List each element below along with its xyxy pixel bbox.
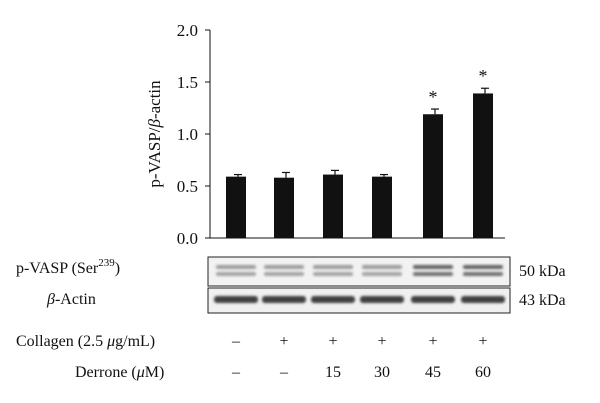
treatment-conditions: Collagen (2.5 μg/mL) – + + + + + Derrone (μM)… [16,333,491,381]
blot-band [461,296,505,303]
collagen-value: + [478,333,487,350]
blot-band [264,272,304,276]
bar [274,177,294,238]
blot-band [311,296,355,303]
derrone-value: – [279,364,289,381]
actin-size-label: 43 kDa [519,292,566,309]
bar [372,176,392,238]
blot-band [313,265,353,269]
collagen-value: + [328,333,337,350]
bar [423,114,443,238]
blot-band [313,272,353,276]
y-tick-label: 0.5 [177,177,198,196]
y-tick-label: 1.5 [177,73,198,92]
derrone-values: – – 15 30 45 60 [231,364,491,381]
actin-bands [214,296,505,303]
collagen-value: + [279,333,288,350]
blot-band [362,265,402,269]
blot-band [216,265,256,269]
bars: ** [226,66,493,238]
y-ticks: 0.0 0.5 1.0 1.5 2.0 [177,21,210,248]
pvasp-bands [216,265,503,276]
bar [226,176,246,238]
derrone-value: 30 [374,364,390,381]
derrone-row-label: Derrone (μM) [75,364,164,381]
pvasp-size-label: 50 kDa [519,263,566,280]
significance-marker: * [429,87,438,107]
actin-row-label: β-Actin [46,291,96,308]
bar [473,93,493,238]
western-blot: p-VASP (Ser239) 50 kDa β-Actin 43 kDa [16,256,566,314]
y-axis-label: p-VASP/β-actin [145,80,164,188]
blot-band [360,296,404,303]
blot-band [216,272,256,276]
blot-band [214,296,258,303]
bar [323,174,343,238]
pvasp-row-label: p-VASP (Ser239) [16,257,120,277]
blot-band [262,296,306,303]
collagen-row-label: Collagen (2.5 μg/mL) [16,333,155,350]
derrone-value: 45 [425,364,441,381]
blot-band [362,272,402,276]
pvasp-blot-panel [207,256,511,287]
derrone-value: 15 [325,364,341,381]
y-tick-label: 2.0 [177,21,198,40]
blot-band [411,296,455,303]
actin-blot-panel [207,287,511,314]
collagen-value: + [428,333,437,350]
bar-chart: 0.00.51.01.52.0 ** p-VASP/β-actin [145,21,505,248]
derrone-value: 60 [475,364,491,381]
blot-band [264,265,304,269]
blot-band [463,265,503,269]
y-tick-label: 1.0 [177,125,198,144]
blot-band [463,272,503,276]
collagen-value: – [231,333,241,350]
collagen-value: + [377,333,386,350]
collagen-values: – + + + + + [231,333,488,350]
y-tick-label: 0.0 [177,229,198,248]
blot-band [413,272,453,276]
significance-marker: * [479,66,488,86]
derrone-value: – [231,364,241,381]
blot-band [413,265,453,269]
